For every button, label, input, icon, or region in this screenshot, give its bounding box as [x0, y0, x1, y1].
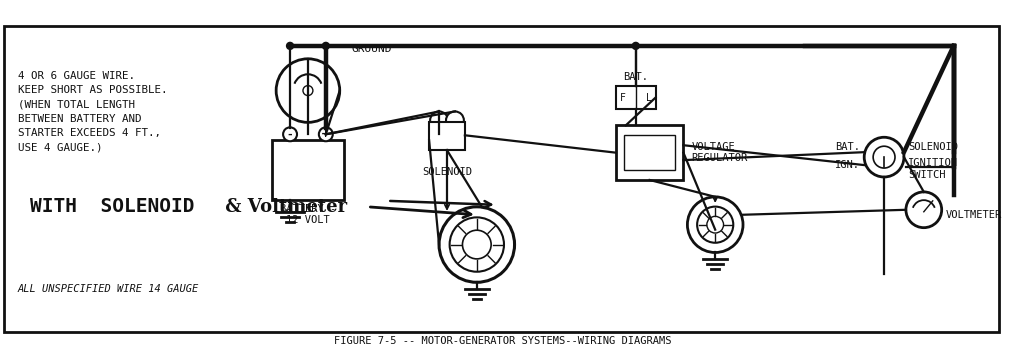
Circle shape [873, 146, 895, 168]
Text: BATTERY -: BATTERY - [280, 204, 336, 214]
Text: VOLTMETER: VOLTMETER [946, 210, 1002, 220]
Text: & Voltmeter: & Voltmeter [219, 198, 346, 216]
Circle shape [906, 192, 942, 228]
Circle shape [287, 42, 294, 49]
Text: -: - [288, 129, 293, 139]
Circle shape [439, 207, 515, 282]
Circle shape [277, 59, 339, 122]
Circle shape [303, 86, 313, 95]
Text: VOLTAGE
REGULATOR: VOLTAGE REGULATOR [691, 142, 748, 163]
Text: 12 VOLT: 12 VOLT [286, 215, 330, 225]
Bar [4, 26, 999, 332]
Circle shape [283, 127, 297, 141]
Circle shape [864, 137, 904, 177]
Circle shape [319, 127, 332, 141]
Text: WITH  SOLENOID: WITH SOLENOID [29, 197, 194, 216]
Circle shape [431, 111, 448, 129]
Text: SOLENOID: SOLENOID [908, 142, 958, 152]
Bar [616, 125, 684, 180]
Circle shape [446, 111, 464, 129]
Text: +: + [321, 129, 330, 139]
Text: IGN.: IGN. [836, 160, 860, 170]
Text: SOLENOID: SOLENOID [422, 167, 472, 177]
Circle shape [688, 197, 743, 252]
Text: FIGURE 7-5 -- MOTOR-GENERATOR SYSTEMS--WIRING DIAGRAMS: FIGURE 7-5 -- MOTOR-GENERATOR SYSTEMS--W… [334, 336, 672, 346]
Circle shape [697, 207, 733, 243]
Bar [624, 135, 676, 170]
Text: GROUND: GROUND [352, 44, 392, 54]
Text: BAT.: BAT. [623, 72, 648, 82]
Text: BAT.: BAT. [836, 142, 860, 152]
Circle shape [322, 42, 329, 49]
Bar [430, 122, 465, 150]
Bar [272, 140, 343, 200]
Text: L: L [645, 93, 651, 103]
Circle shape [632, 42, 639, 49]
Text: IGNITION
SWITCH: IGNITION SWITCH [908, 158, 958, 180]
Text: F: F [620, 93, 626, 103]
Circle shape [450, 217, 504, 272]
Circle shape [463, 230, 491, 259]
Bar [616, 86, 655, 109]
Text: ALL UNSPECIFIED WIRE 14 GAUGE: ALL UNSPECIFIED WIRE 14 GAUGE [18, 284, 200, 294]
Circle shape [707, 216, 723, 233]
Text: 4 OR 6 GAUGE WIRE.
KEEP SHORT AS POSSIBLE.
(WHEN TOTAL LENGTH
BETWEEN BATTERY AN: 4 OR 6 GAUGE WIRE. KEEP SHORT AS POSSIBL… [18, 71, 167, 153]
